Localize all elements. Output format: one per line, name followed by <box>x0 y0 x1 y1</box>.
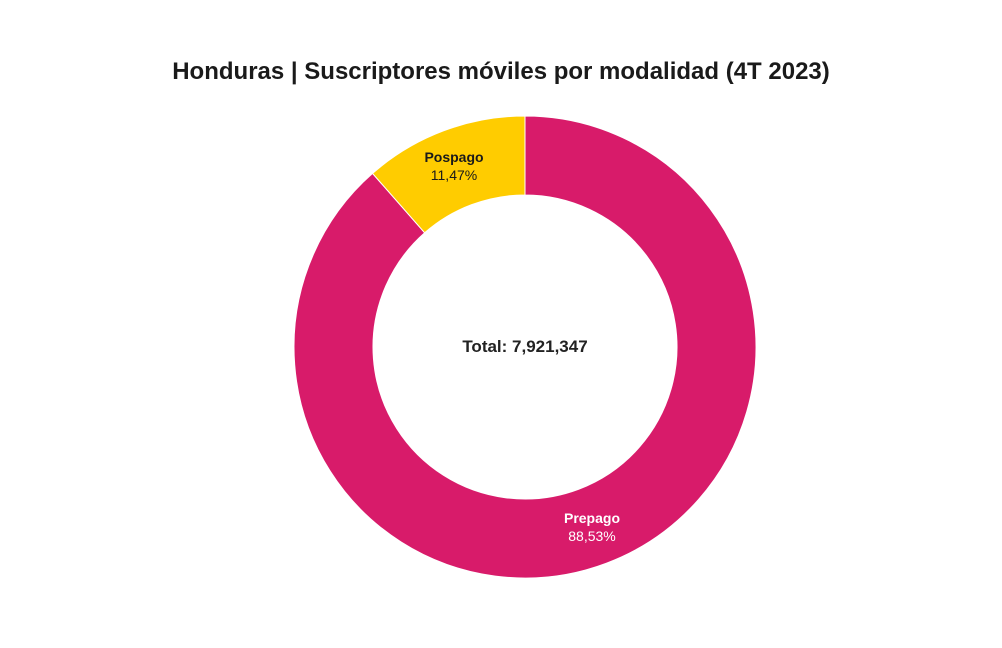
slice-prepago <box>293 115 757 579</box>
slice-pospago <box>371 115 526 234</box>
slice-value-pospago: 11,47% <box>431 167 477 183</box>
center-total-label: Total: 7,921,347 <box>462 337 588 356</box>
slice-label-pospago: Pospago <box>424 149 483 165</box>
labels-layer: Prepago 88,53% Pospago 11,47% <box>424 149 620 544</box>
slice-value-prepago: 88,53% <box>568 528 615 544</box>
slice-label-prepago: Prepago <box>564 510 620 526</box>
slices-layer <box>293 115 757 579</box>
chart-title: Honduras | Suscriptores móviles por moda… <box>172 58 830 85</box>
